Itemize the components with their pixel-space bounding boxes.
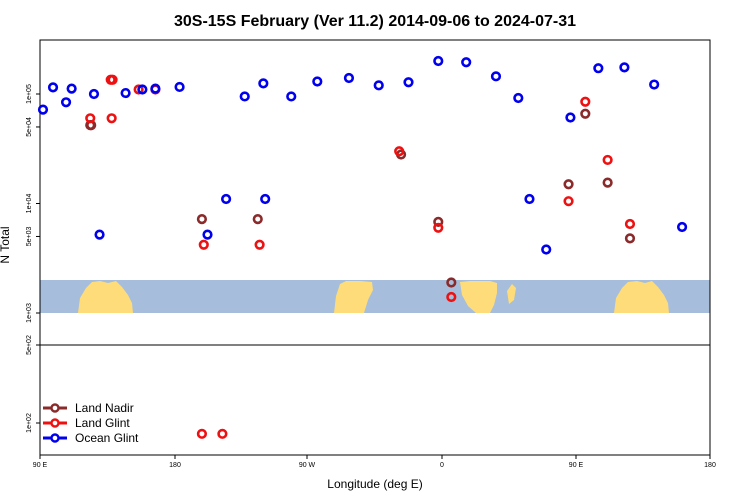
x-tick-label: 180 [169, 462, 181, 469]
y-tick-label: 5e+03 [26, 227, 33, 247]
ocean-glint-point [150, 83, 161, 94]
x-tick-label: 90 E [569, 462, 584, 469]
x-tick-label: 0 [440, 462, 444, 469]
land-nadir-point [624, 233, 636, 244]
ocean-glint-point [174, 81, 185, 93]
y-tick-label: 5e+04 [26, 117, 33, 137]
ocean-glint-point [239, 91, 250, 102]
land-glint-point [85, 113, 96, 124]
land-shape-1 [334, 281, 373, 313]
y-tick-label: 1e+02 [26, 413, 33, 433]
land-nadir-point [446, 277, 457, 288]
y-tick-label: 1e+05 [26, 84, 33, 104]
ocean-glint-point [524, 193, 535, 205]
land-nadir-point [252, 214, 263, 225]
ocean-glint-point [490, 71, 502, 82]
ocean-glint-point [373, 80, 384, 91]
land-nadir-point [563, 179, 574, 190]
land-glint-point [107, 74, 118, 85]
legend-label: Land Nadir [75, 401, 134, 415]
ocean-glint-point [47, 82, 59, 93]
land-glint-point [602, 154, 613, 166]
land-glint-point [196, 428, 208, 439]
x-tick-label: 90 W [299, 462, 316, 469]
land-glint-point [624, 218, 636, 230]
ocean-glint-point [461, 57, 472, 68]
land-glint-point [580, 96, 591, 107]
ocean-glint-point [541, 244, 552, 255]
y-axis-label: N Total [0, 226, 12, 263]
y-tick-label: 5e+02 [26, 335, 33, 355]
y-tick-label: 1e+03 [26, 303, 33, 323]
ocean-glint-point [403, 77, 414, 88]
ocean-glint-point [94, 229, 105, 240]
ocean-glint-point [619, 62, 630, 73]
ocean-glint-point [120, 87, 131, 99]
land-glint-point [563, 196, 574, 207]
ocean-glint-point [60, 97, 72, 108]
land-shape-0 [78, 281, 133, 313]
ocean-glint-point [137, 84, 148, 95]
plot-border [39, 39, 711, 456]
ocean-glint-point [433, 55, 444, 67]
land-glint-point [254, 239, 265, 250]
ocean-glint-point [676, 221, 688, 233]
land-nadir-point [602, 177, 613, 188]
land-glint-point [217, 428, 228, 439]
x-tick-label: 180 [704, 462, 716, 469]
land-glint-point [394, 146, 405, 157]
x-tick-label: 90 E [33, 462, 48, 469]
legend-marker [50, 433, 60, 443]
ocean-glint-point [202, 229, 213, 240]
land-glint-point [446, 291, 457, 303]
ocean-glint-point [312, 76, 323, 87]
data-points [37, 55, 688, 439]
legend-label: Land Glint [75, 416, 130, 430]
y-tick-label: 1e+04 [26, 194, 33, 214]
legend-marker [50, 418, 60, 428]
ocean-glint-point [593, 63, 604, 74]
axis-ticks: 90 E 180 90 W 0 90 E 180 1e+03 5e+03 1e+04 5e+04 1… [26, 84, 716, 469]
land-glint-point [133, 84, 144, 95]
land-shape-2 [460, 281, 497, 313]
legend-marker [50, 403, 60, 413]
map-band [40, 280, 710, 313]
ocean-glint-point [565, 112, 576, 123]
ocean-band [40, 280, 710, 313]
land-shape-4 [614, 281, 669, 313]
legend-label: Ocean Glint [75, 431, 139, 445]
land-nadir-point [196, 214, 208, 225]
ocean-glint-point [88, 88, 100, 100]
ocean-glint-point [343, 72, 355, 84]
plot-frame [39, 39, 711, 456]
land-nadir-point [433, 216, 444, 227]
land-glint-point [198, 239, 209, 250]
ocean-glint-point [649, 79, 660, 90]
ocean-glint-point [221, 193, 232, 205]
x-axis-label: Longitude (deg E) [327, 477, 422, 491]
ocean-glint-point [258, 78, 269, 89]
land-nadir-point [580, 108, 591, 119]
ocean-glint-point [37, 104, 49, 115]
land-shape-3 [507, 284, 516, 304]
land-glint-point [106, 113, 117, 124]
land-glint-point [433, 222, 444, 233]
ocean-glint-point [513, 92, 524, 104]
ocean-glint-point [260, 193, 271, 205]
ocean-glint-point [66, 83, 77, 94]
ocean-glint-point [286, 91, 297, 102]
chart-title: 30S-15S February (Ver 11.2) 2014-09-06 t… [174, 13, 576, 30]
